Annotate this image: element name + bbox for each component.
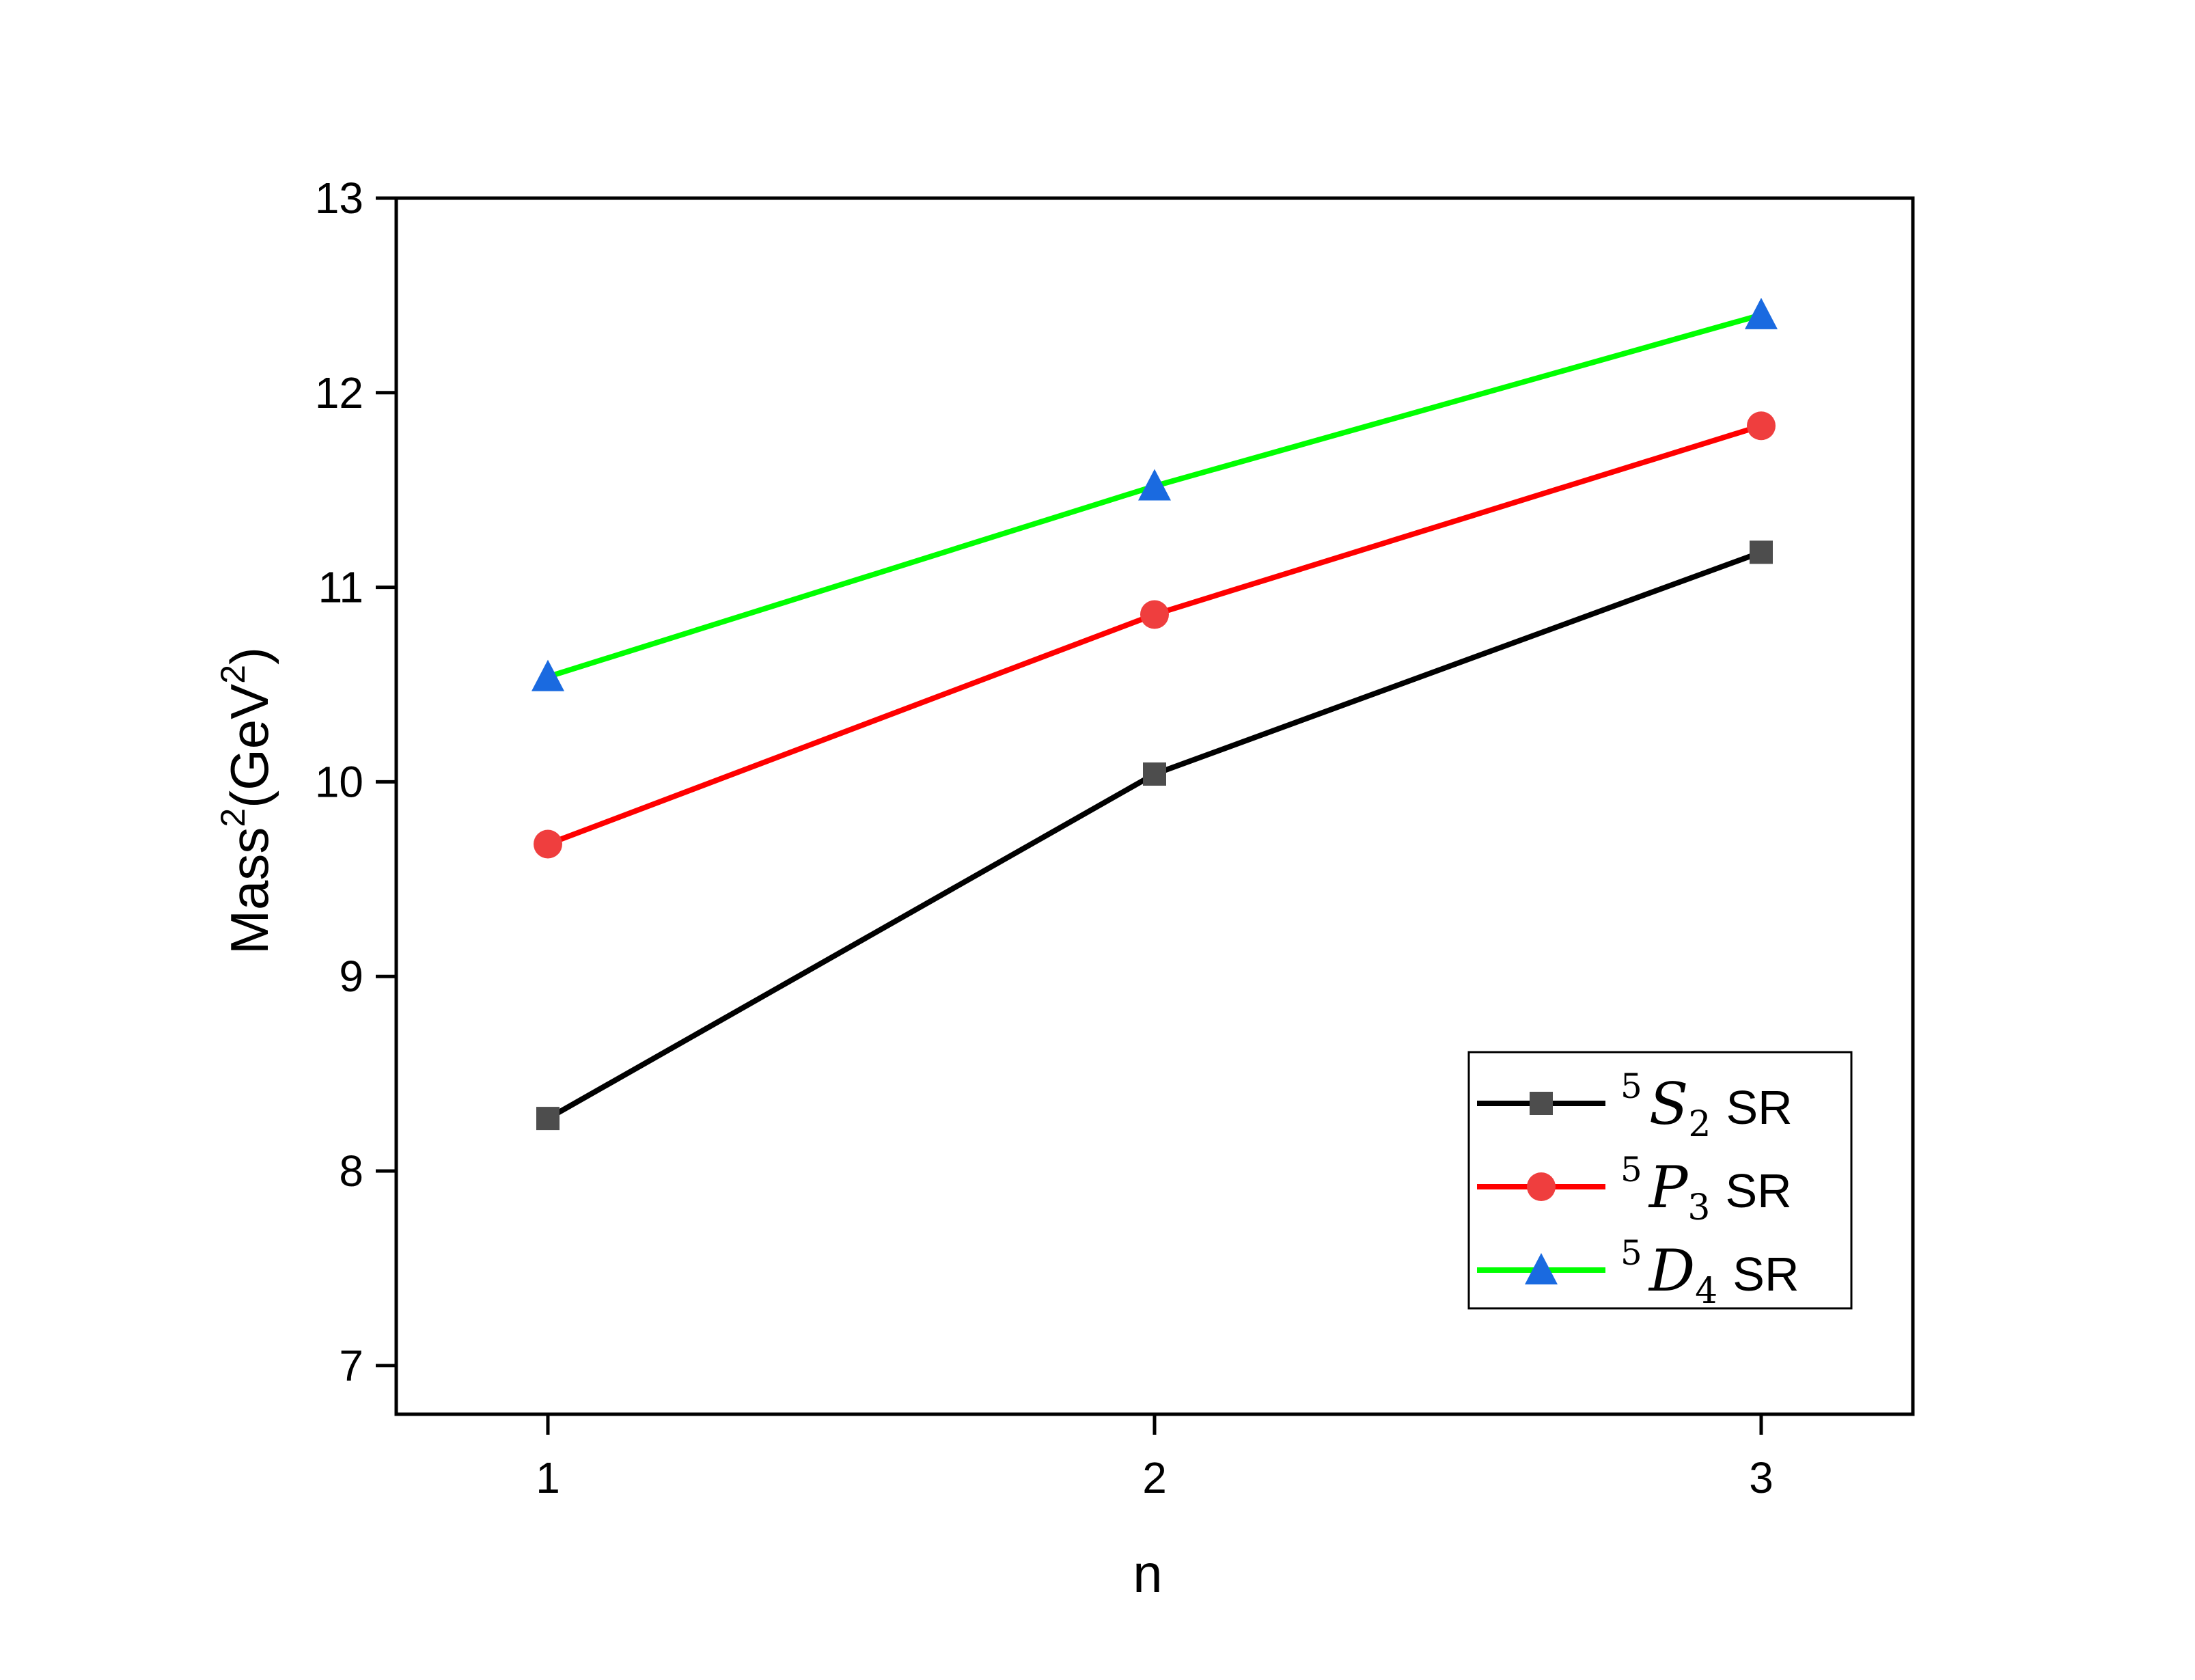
y-axis-label-prefix: Mass	[219, 827, 279, 954]
legend-label-letter: P	[1648, 1154, 1689, 1221]
legend-label-sup: 5	[1620, 1066, 1642, 1106]
y-tick-label: 7	[339, 1341, 363, 1390]
legend-label-sub: 4	[1695, 1271, 1717, 1312]
y-tick-label: 10	[315, 757, 363, 806]
legend-label-letter: S	[1649, 1071, 1689, 1138]
legend-marker-D	[1525, 1253, 1558, 1284]
y-tick-label: 11	[318, 563, 363, 612]
y-axis-label-suffix: )	[219, 647, 279, 665]
data-point-D-1	[532, 659, 564, 691]
y-tick-label: 9	[339, 952, 363, 1001]
legend-label-S: 5 S2 SR	[1620, 1066, 1793, 1145]
legend-label-D: 5 D4 SR	[1620, 1233, 1799, 1312]
data-point-S-2	[1143, 762, 1166, 786]
legend-marker-S	[1530, 1092, 1553, 1115]
legend-label-sub: 3	[1687, 1187, 1710, 1228]
data-point-P-3	[1747, 411, 1776, 441]
x-tick-label: 3	[1749, 1453, 1773, 1502]
y-tick-label: 13	[315, 174, 363, 223]
x-axis-label: n	[1133, 1543, 1162, 1603]
y-axis-label-middle: (GeV	[219, 684, 279, 808]
x-tick-label: 2	[1142, 1453, 1167, 1502]
legend-marker-P	[1527, 1172, 1556, 1201]
data-point-S-1	[536, 1107, 560, 1131]
legend: 5 S2 SR5 P3 SR5 D4 SR	[1467, 1051, 1853, 1312]
legend-label-sup: 5	[1620, 1233, 1642, 1273]
data-point-P-1	[534, 829, 562, 859]
legend-label-letter: D	[1648, 1237, 1695, 1304]
y-tick-label: 8	[339, 1146, 363, 1196]
legend-label-sup: 5	[1620, 1150, 1642, 1189]
legend-label-suffix: SR	[1726, 1081, 1792, 1134]
x-tick-label: 1	[536, 1453, 560, 1502]
legend-label-P: 5 P3 SR	[1620, 1150, 1792, 1228]
data-point-P-2	[1140, 600, 1169, 629]
y-axis-label-sup2: 2	[214, 665, 252, 684]
plot-layer	[532, 297, 1778, 1131]
legend-label-suffix: SR	[1725, 1164, 1791, 1217]
legend-label-suffix: SR	[1732, 1248, 1799, 1301]
data-point-S-3	[1750, 540, 1773, 564]
y-axis-label-sup1: 2	[214, 808, 252, 827]
legend-label-sub: 2	[1688, 1104, 1711, 1145]
data-point-D-3	[1745, 297, 1778, 329]
data-point-D-2	[1138, 469, 1171, 501]
y-tick-label: 12	[315, 368, 363, 417]
y-axis-label: Mass2(GeV2)	[214, 647, 279, 954]
